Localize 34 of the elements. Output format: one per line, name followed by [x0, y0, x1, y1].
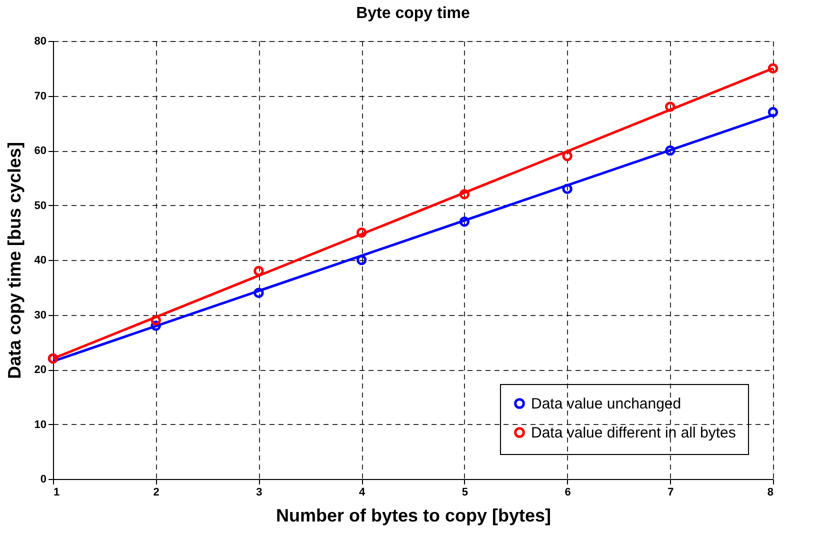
x-tick-label: 4 [359, 486, 366, 498]
y-tick-label: 10 [34, 418, 46, 431]
x-tick-label: 3 [256, 486, 262, 498]
legend-label: Data value unchanged [531, 396, 682, 412]
y-tick-label: 30 [34, 309, 46, 322]
y-tick-label: 40 [34, 254, 46, 266]
y-tick-label: 60 [34, 145, 46, 157]
point [562, 184, 572, 194]
point [150, 315, 161, 326]
chart-title: Byte copy time [356, 5, 470, 22]
y-tick-label: 20 [34, 364, 46, 376]
point [254, 288, 264, 298]
x-tick-label: 2 [153, 486, 160, 498]
y-tick-label: 70 [34, 90, 46, 102]
point [254, 266, 264, 276]
point [562, 150, 572, 162]
y-tick-label: 50 [34, 200, 46, 212]
point [356, 228, 367, 238]
legend-label: Data value different in all bytes [531, 424, 736, 442]
point [459, 216, 470, 227]
x-tick-label: 8 [767, 486, 774, 498]
point [665, 102, 676, 112]
x-tick-label: 6 [564, 486, 571, 498]
y-axis-title: Data copy time [bus cycles] [4, 142, 24, 380]
y-tick-label: 0 [40, 474, 46, 486]
x-tick-label: 1 [54, 486, 60, 498]
point [459, 189, 470, 200]
x-tick-label: 7 [668, 486, 674, 498]
y-tick-label: 80 [34, 36, 46, 48]
x-axis-title: Number of bytes to copy [bytes] [276, 506, 552, 526]
x-tick-label: 5 [462, 486, 468, 498]
point [768, 107, 778, 118]
point [356, 254, 367, 266]
point [665, 145, 676, 156]
